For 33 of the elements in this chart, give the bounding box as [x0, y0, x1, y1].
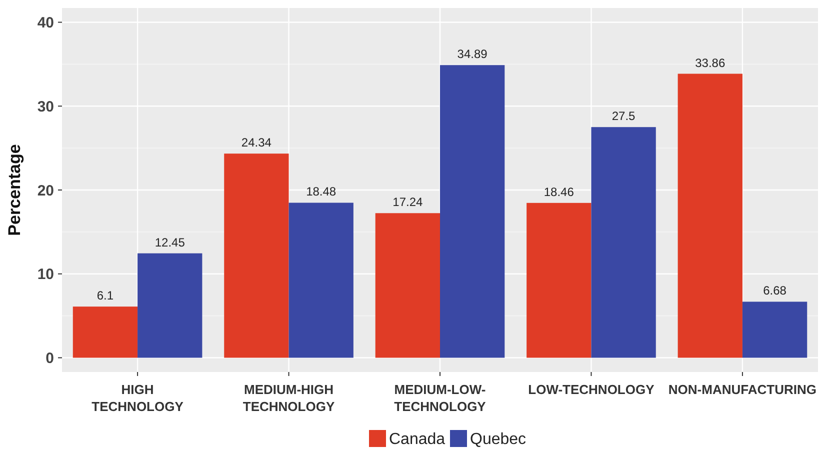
- bar: [288, 202, 354, 358]
- y-tick-label: 40: [37, 14, 54, 32]
- bar: [742, 302, 808, 358]
- bar: [591, 127, 656, 358]
- y-tick-label: 10: [37, 266, 54, 284]
- x-tick-label: NON-MANUFACTURING: [668, 382, 816, 397]
- data-label: 18.46: [544, 184, 574, 199]
- legend-label: Canada: [389, 431, 446, 448]
- bar: [678, 74, 742, 358]
- bar: [72, 306, 138, 358]
- data-label: 34.89: [457, 47, 488, 62]
- data-label: 24.34: [241, 136, 272, 150]
- y-tick-label: 20: [37, 182, 54, 200]
- y-tick-label: 30: [37, 98, 54, 116]
- bar: [224, 154, 289, 358]
- x-tick-label: MEDIUM-LOW-TECHNOLOGY: [394, 382, 486, 414]
- legend-label: Quebec: [470, 431, 526, 448]
- x-tick-label: HIGH TECHNOLOGY: [92, 382, 184, 414]
- bar: [375, 213, 440, 358]
- data-label: 17.24: [392, 195, 424, 210]
- bar: [526, 202, 592, 358]
- x-tick-label: MEDIUM-HIGH TECHNOLOGY: [242, 382, 335, 414]
- data-label: 18.48: [306, 184, 336, 199]
- bar: [440, 65, 505, 358]
- data-label: 27.5: [612, 109, 636, 124]
- data-label: 6.68: [763, 284, 787, 298]
- x-tick-label: LOW-TECHNOLOGY: [528, 382, 655, 397]
- bar: [138, 253, 202, 358]
- data-label: 33.86: [695, 56, 726, 70]
- y-axis-title: Percentage: [5, 144, 24, 236]
- data-label: 12.45: [154, 235, 186, 250]
- y-tick-label: 0: [46, 350, 54, 367]
- data-label: 6.1: [96, 288, 114, 303]
